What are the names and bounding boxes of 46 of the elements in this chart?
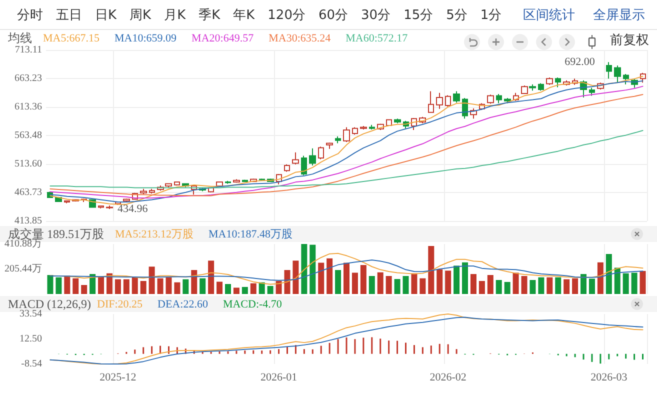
y-tick-label: 410.88万 xyxy=(4,238,42,250)
y-tick-label: 463.73 xyxy=(14,187,42,198)
text: MACD:-4.70 xyxy=(222,298,282,310)
y-tick-label: 33.54 xyxy=(20,308,42,320)
y-tick-label: 613.36 xyxy=(14,102,42,112)
text: 120分 xyxy=(268,6,306,24)
annotation: 692.00 xyxy=(564,56,596,68)
x-tick-label: 2026-02 xyxy=(430,372,466,384)
y-tick-label: 513.60 xyxy=(14,158,42,170)
text: MA5:213.12万股 xyxy=(115,228,194,240)
y-tick-label: 663.23 xyxy=(14,73,42,84)
text: 30分 xyxy=(361,6,391,24)
text: 全屏显示 xyxy=(593,6,645,24)
text: 年K xyxy=(233,6,255,24)
text: MA10:659.09 xyxy=(114,32,178,44)
x-tick-label: 2026-03 xyxy=(590,372,628,384)
legend-title: 均线 xyxy=(7,31,32,45)
text: MA5:667.15 xyxy=(43,32,100,44)
text: 60分 xyxy=(318,6,348,24)
x-tick-label: 2025-12 xyxy=(100,372,136,384)
y-tick-label: 563.48 xyxy=(14,130,42,141)
text: 5分 xyxy=(446,6,468,24)
text: DEA:22.60 xyxy=(158,298,208,310)
chart-title: MACD (12,26,9) xyxy=(8,297,91,311)
y-tick-label: 12.50 xyxy=(20,334,42,344)
text: 月K xyxy=(164,6,186,24)
y-tick-label: 205.44万 xyxy=(4,264,42,274)
text: DIF:20.25 xyxy=(97,298,144,310)
text: MA20:649.57 xyxy=(192,32,254,44)
text: 1分 xyxy=(480,6,502,24)
text: 区间统计 xyxy=(523,6,575,24)
text: 分时 xyxy=(17,6,43,24)
text: 周K xyxy=(130,6,152,24)
text: 前复权 xyxy=(610,33,649,48)
text: 五日 xyxy=(56,6,82,24)
text: MA10:187.48万股 xyxy=(208,228,293,240)
annotation: 434.96 xyxy=(117,202,148,215)
text: MA30:635.24 xyxy=(268,32,332,44)
text: 日K xyxy=(95,6,117,24)
text: 季K xyxy=(198,6,220,24)
y-tick-label: 413.85 xyxy=(14,216,42,226)
y-tick-label: 713.11 xyxy=(14,44,42,56)
text: 15分 xyxy=(404,6,434,24)
text: MA60:572.17 xyxy=(346,32,408,44)
x-tick-label: 2026-01 xyxy=(260,372,298,384)
y-tick-label: -8.54 xyxy=(21,358,42,370)
